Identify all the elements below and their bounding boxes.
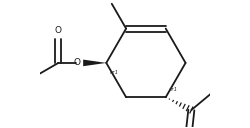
- Text: O: O: [74, 58, 81, 67]
- Polygon shape: [83, 60, 106, 66]
- Text: or1: or1: [110, 70, 119, 74]
- Text: O: O: [55, 26, 62, 35]
- Text: or1: or1: [169, 87, 178, 92]
